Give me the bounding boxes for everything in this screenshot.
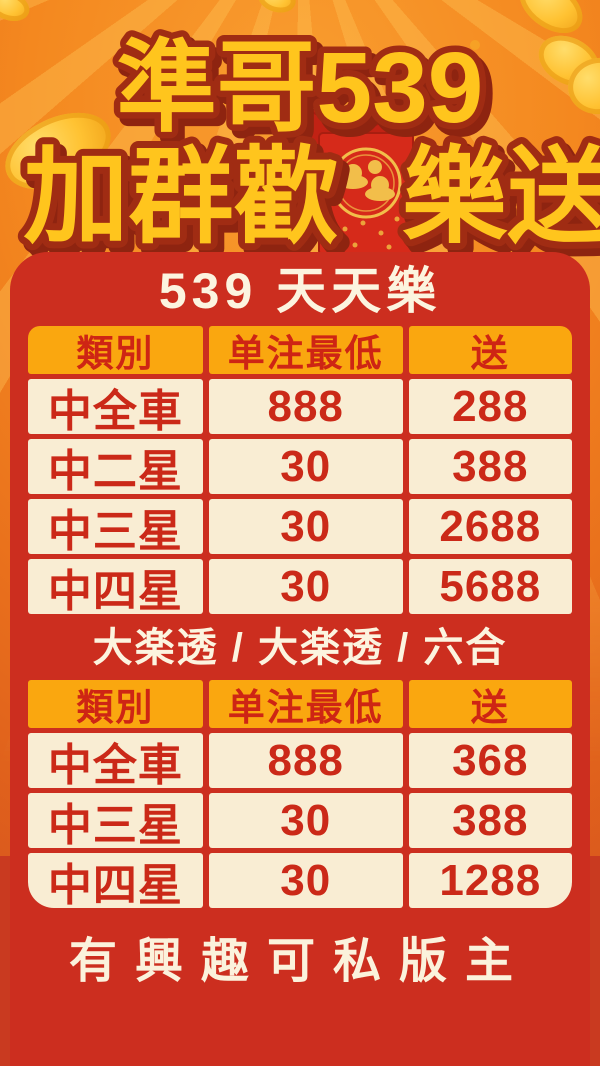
column-header: 单注最低: [208, 680, 403, 728]
promo-panel: 539 天天樂 類別 单注最低 送 中全車 888 288 中二星 30 388…: [10, 252, 590, 1066]
headline: 準哥539 準哥539 加群歡 加群歡 樂送 樂送: [0, 0, 600, 271]
table-cell: 中三星: [28, 499, 203, 556]
table-cell: 288: [408, 379, 572, 434]
headline-line1-shadow: 準哥539: [123, 39, 490, 151]
table-cell: 368: [408, 733, 572, 788]
column-header: 单注最低: [208, 326, 403, 374]
table-cell: 中二星: [28, 439, 203, 496]
table-cell: 中全車: [28, 733, 203, 790]
table-cell: 30: [208, 559, 403, 614]
contact-call-to-action: 有興趣可私版主: [68, 935, 531, 988]
table-cell: 888: [208, 379, 403, 434]
section-title-lotto: 大楽透 / 大楽透 / 六合: [92, 626, 508, 670]
table-539: 類別 单注最低 送 中全車 888 288 中二星 30 388 中三星 30 …: [28, 326, 572, 616]
headline-line2-right: 樂送: [402, 139, 600, 256]
table-cell: 30: [208, 793, 403, 848]
column-header: 類別: [28, 680, 203, 728]
column-header: 送: [408, 326, 572, 374]
table-cell: 30: [208, 499, 403, 554]
headline-line1: 準哥539: [117, 32, 484, 144]
table-lotto: 類別 单注最低 送 中全車 888 368 中三星 30 388 中四星 30 …: [28, 680, 572, 910]
table-cell: 中四星: [28, 853, 203, 910]
column-header: 類別: [28, 326, 203, 374]
table-cell: 388: [408, 439, 572, 494]
table-cell: 5688: [408, 559, 572, 614]
table-cell: 888: [208, 733, 403, 788]
table-cell: 388: [408, 793, 572, 848]
sparkle-dot: [470, 40, 480, 50]
table-cell: 30: [208, 853, 403, 908]
sparkle-dot: [150, 146, 164, 160]
section-title-539: 539 天天樂: [158, 263, 442, 319]
table-cell: 中三星: [28, 793, 203, 850]
headline-line2-right-shadow: 樂送: [408, 146, 600, 263]
table-cell: 2688: [408, 499, 572, 554]
headline-line2-left: 加群歡: [23, 139, 338, 256]
table-cell: 30: [208, 439, 403, 494]
column-header: 送: [408, 680, 572, 728]
table-cell: 1288: [408, 853, 572, 908]
table-cell: 中全車: [28, 379, 203, 436]
table-cell: 中四星: [28, 559, 203, 616]
headline-line2-left-shadow: 加群歡: [29, 146, 344, 263]
